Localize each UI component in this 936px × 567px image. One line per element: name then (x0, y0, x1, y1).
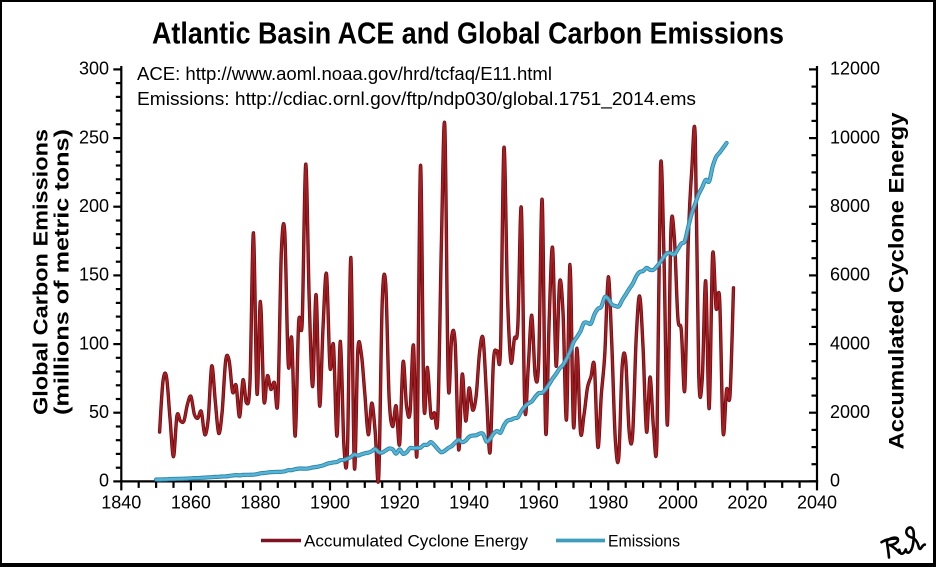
svg-text:1980: 1980 (588, 492, 628, 512)
svg-text:1900: 1900 (310, 492, 350, 512)
svg-text:1840: 1840 (101, 492, 141, 512)
svg-text:10000: 10000 (830, 127, 880, 147)
svg-text:12000: 12000 (830, 59, 880, 79)
svg-text:Emissions: http://cdiac.ornl.g: Emissions: http://cdiac.ornl.gov/ftp/ndp… (137, 89, 696, 110)
svg-text:200: 200 (79, 196, 109, 216)
svg-text:1960: 1960 (519, 492, 559, 512)
svg-text:0: 0 (830, 471, 840, 491)
svg-text:(millions of metric tons): (millions of metric tons) (51, 129, 74, 415)
svg-text:Emissions: Emissions (608, 533, 680, 551)
svg-text:2020: 2020 (727, 492, 767, 512)
svg-text:1880: 1880 (240, 492, 280, 512)
svg-text:2040: 2040 (797, 492, 837, 512)
svg-text:1940: 1940 (449, 492, 489, 512)
svg-text:2000: 2000 (830, 402, 870, 422)
svg-text:2000: 2000 (658, 492, 698, 512)
svg-text:ACE: http://www.aoml.noaa.gov/: ACE: http://www.aoml.noaa.gov/hrd/tcfaq/… (137, 64, 552, 84)
svg-text:0: 0 (99, 471, 109, 491)
svg-text:150: 150 (79, 265, 109, 285)
svg-text:Global Carbon Emissions: Global Carbon Emissions (30, 129, 53, 415)
svg-text:8000: 8000 (830, 196, 870, 216)
svg-text:50: 50 (89, 402, 109, 422)
svg-text:300: 300 (79, 59, 109, 79)
svg-text:Accumulated Cyclone Energy: Accumulated Cyclone Energy (304, 533, 529, 551)
svg-text:1860: 1860 (171, 492, 211, 512)
svg-text:6000: 6000 (830, 265, 870, 285)
svg-text:250: 250 (79, 127, 109, 147)
svg-text:100: 100 (79, 333, 109, 353)
svg-text:Atlantic Basin ACE and Global: Atlantic Basin ACE and Global Carbon Emi… (152, 16, 784, 51)
svg-text:4000: 4000 (830, 333, 870, 353)
svg-text:Accumulated Cyclone Energy: Accumulated Cyclone Energy (885, 112, 909, 449)
svg-text:1920: 1920 (380, 492, 420, 512)
